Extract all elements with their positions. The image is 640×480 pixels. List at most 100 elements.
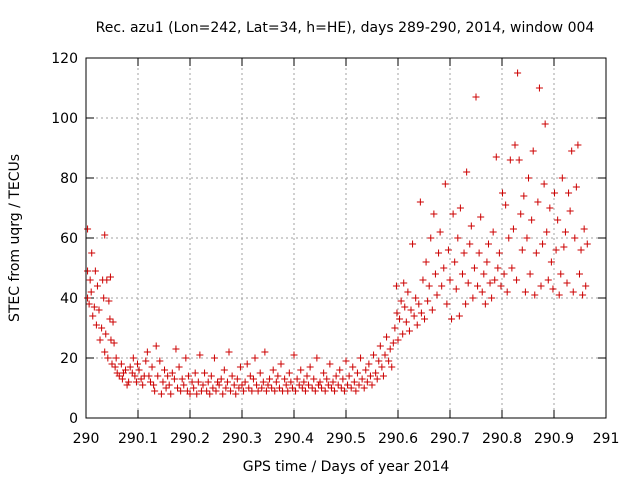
data-point [375,357,383,365]
data-point [427,234,435,242]
data-point [186,390,194,398]
data-point [170,375,178,383]
data-point [329,378,337,386]
data-point [454,234,462,242]
x-tick-label: 290.2 [170,431,210,447]
data-point [142,357,150,365]
data-point [162,384,170,392]
data-point [555,291,563,299]
data-point [131,372,139,380]
data-point [549,285,557,293]
data-point [478,288,486,296]
data-point [303,372,311,380]
data-point [513,276,521,284]
data-point [241,378,249,386]
x-tick-label: 290.7 [430,431,470,447]
data-point [571,234,579,242]
data-point [407,306,415,314]
data-point [327,384,335,392]
data-point [558,174,566,182]
x-tick-label: 290.8 [482,431,522,447]
data-point [240,387,248,395]
data-point [193,390,201,398]
data-point [133,360,141,368]
data-point [462,300,470,308]
data-point [156,357,164,365]
data-point [201,369,209,377]
data-point [435,249,443,257]
x-tick-label: 290.3 [222,431,262,447]
data-point [460,249,468,257]
data-point [441,180,449,188]
data-point [469,294,477,302]
data-point [196,351,204,359]
data-point [84,225,92,233]
data-point [566,207,574,215]
data-point [172,345,180,353]
data-point [85,300,93,308]
data-point [366,372,374,380]
data-point [126,363,134,371]
data-point [405,327,413,335]
data-point [206,390,214,398]
data-point [401,303,409,311]
data-point [331,387,339,395]
data-point [365,360,373,368]
data-point [431,270,439,278]
data-point [93,282,101,290]
data-point [535,84,543,92]
data-point [499,189,507,197]
data-point [394,336,402,344]
data-point [266,375,274,383]
data-point [306,363,314,371]
data-point [145,372,153,380]
data-point [352,387,360,395]
data-point [210,354,218,362]
data-point [368,381,376,389]
data-point [282,381,290,389]
data-point [243,360,251,368]
x-axis-ticks: 290 290.1 290.2 290.3 290.4 290.5 290.6 290.7 29… [73,58,619,447]
data-point [146,378,154,386]
data-point [125,378,133,386]
data-point [89,312,97,320]
data-point [298,384,306,392]
data-point [410,312,418,320]
data-point [575,270,583,278]
data-point [337,384,345,392]
data-point [505,234,513,242]
data-point [230,381,238,389]
data-point [514,69,522,77]
data-point [261,348,269,356]
data-point [523,234,531,242]
data-point [203,387,211,395]
data-point [489,228,497,236]
data-point [560,243,568,251]
data-point [174,384,182,392]
data-point [334,381,342,389]
data-point [569,288,577,296]
y-tick-label: 120 [51,51,78,67]
x-tick-label: 290.9 [534,431,574,447]
data-point [552,246,560,254]
data-point [152,342,160,350]
data-point [393,309,401,317]
grid [86,58,606,418]
y-axis-label: STEC from uqrg / TECUs [7,154,23,322]
data-point [546,204,554,212]
data-point [376,342,384,350]
data-point [305,381,313,389]
data-point [481,300,489,308]
data-point [106,315,114,323]
data-point [396,315,404,323]
data-point [424,297,432,305]
data-point [440,264,448,272]
x-tick-label: 290.6 [378,431,418,447]
data-point [122,366,130,374]
data-point [358,375,366,383]
data-point [111,363,119,371]
data-point [84,267,92,275]
data-point [168,369,176,377]
data-point [190,384,198,392]
